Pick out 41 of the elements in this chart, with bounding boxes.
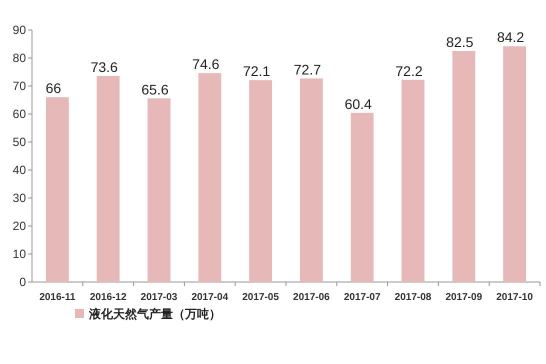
bar (402, 80, 424, 282)
x-tick-label: 2017-05 (242, 292, 280, 303)
data-label: 84.2 (496, 29, 524, 46)
x-tick-label: 2016-11 (39, 292, 76, 303)
y-tick-label: 80 (12, 51, 26, 65)
x-tick-label: 2017-06 (293, 292, 330, 303)
bar (148, 98, 170, 282)
data-label: 82.5 (446, 34, 474, 50)
bar (249, 80, 272, 282)
data-label: 65.6 (141, 81, 169, 98)
data-label: 72.2 (395, 62, 423, 79)
y-tick-label: 0 (19, 275, 26, 289)
x-tick-label: 2016-12 (90, 292, 127, 303)
y-tick-label: 60 (12, 107, 26, 121)
x-tick-label: 2017-07 (344, 292, 381, 303)
x-tick-label: 2017-09 (445, 292, 483, 303)
data-label: 74.6 (192, 56, 220, 72)
data-label: 66 (46, 80, 62, 96)
y-tick-label: 20 (12, 219, 26, 233)
bar (452, 51, 476, 282)
y-tick-label: 50 (12, 135, 26, 149)
data-label: 73.6 (90, 58, 118, 75)
data-label: 72.7 (294, 61, 322, 78)
bar (503, 46, 526, 282)
bar (300, 78, 323, 282)
x-tick-label: 2017-04 (191, 292, 229, 303)
bar (350, 112, 374, 282)
x-tick-label: 2017-08 (394, 292, 432, 303)
bar (46, 97, 69, 282)
y-tick-label: 70 (12, 79, 26, 93)
legend-label: 液化天然气产量（万吨） (88, 307, 221, 321)
x-tick-label: 2017-10 (496, 292, 534, 303)
y-tick-label: 30 (12, 191, 26, 205)
data-label: 72.1 (242, 63, 270, 80)
y-tick-label: 40 (12, 163, 26, 177)
bar (198, 73, 222, 282)
x-tick-label: 2017-03 (140, 292, 178, 303)
y-tick-label: 10 (12, 247, 26, 261)
data-label: 60.4 (344, 96, 372, 112)
bar (96, 76, 120, 282)
y-tick-label: 90 (12, 23, 26, 37)
